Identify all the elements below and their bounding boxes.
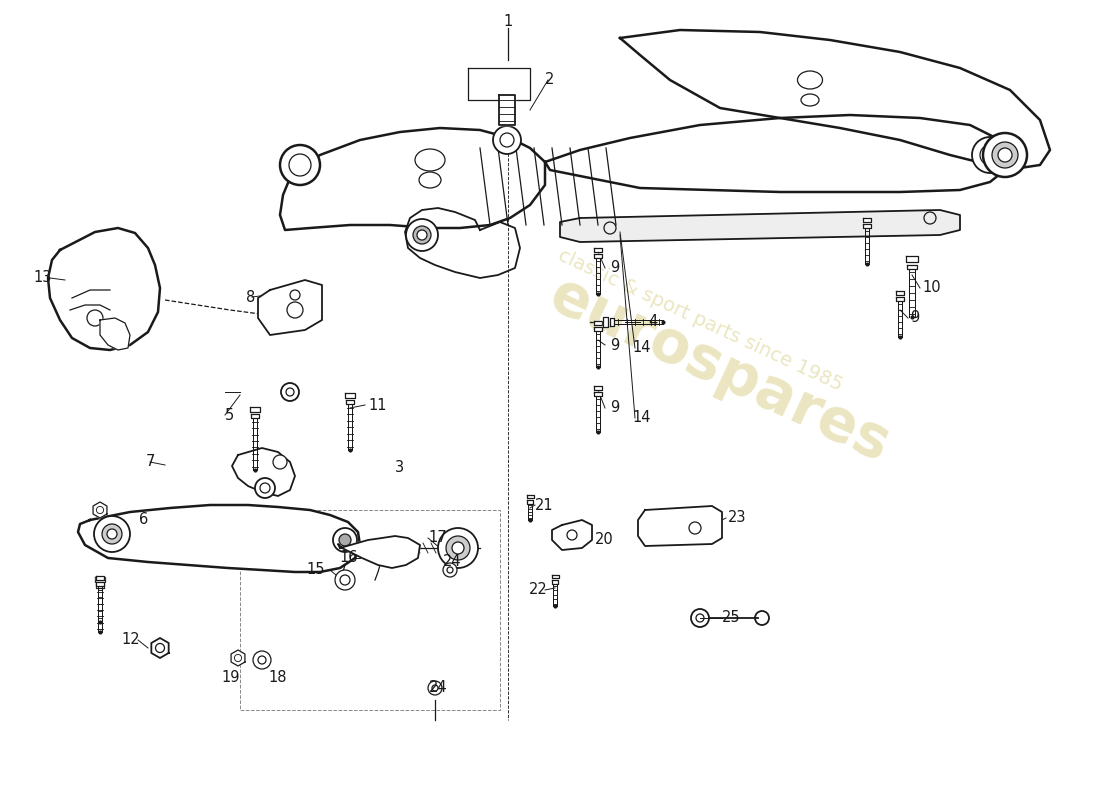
Text: 6: 6: [139, 513, 148, 527]
Polygon shape: [152, 638, 168, 658]
Text: 18: 18: [268, 670, 286, 686]
Text: 22: 22: [529, 582, 548, 598]
Polygon shape: [594, 321, 602, 325]
Polygon shape: [94, 502, 107, 518]
Circle shape: [417, 230, 427, 240]
Text: 24: 24: [443, 554, 462, 570]
Text: 9: 9: [610, 401, 619, 415]
Circle shape: [280, 383, 299, 401]
Polygon shape: [610, 318, 615, 326]
Polygon shape: [864, 224, 870, 228]
Circle shape: [428, 681, 442, 695]
Polygon shape: [544, 115, 1010, 192]
Polygon shape: [594, 392, 602, 396]
Circle shape: [333, 528, 358, 552]
Polygon shape: [499, 95, 515, 125]
Polygon shape: [895, 290, 904, 295]
Text: 10: 10: [922, 281, 940, 295]
Circle shape: [94, 516, 130, 552]
Circle shape: [983, 133, 1027, 177]
Circle shape: [992, 142, 1018, 168]
Polygon shape: [594, 386, 602, 390]
Text: 3: 3: [395, 461, 404, 475]
Polygon shape: [78, 505, 360, 572]
Polygon shape: [594, 254, 602, 258]
Polygon shape: [231, 650, 245, 666]
Polygon shape: [405, 208, 520, 278]
Circle shape: [336, 570, 355, 590]
Text: 9: 9: [610, 338, 619, 353]
Polygon shape: [906, 256, 917, 262]
Polygon shape: [95, 577, 104, 582]
Text: 19: 19: [221, 670, 240, 686]
Polygon shape: [908, 265, 916, 269]
Polygon shape: [527, 494, 534, 498]
Circle shape: [443, 563, 456, 577]
Text: 15: 15: [307, 562, 324, 578]
Polygon shape: [96, 585, 104, 589]
Text: 2: 2: [544, 73, 554, 87]
Polygon shape: [251, 414, 260, 418]
Text: 1: 1: [504, 14, 513, 30]
Polygon shape: [100, 318, 130, 350]
Polygon shape: [552, 580, 558, 584]
Circle shape: [102, 524, 122, 544]
Text: 9: 9: [910, 310, 920, 326]
Circle shape: [998, 148, 1012, 162]
Circle shape: [412, 226, 431, 244]
Polygon shape: [280, 128, 544, 230]
Polygon shape: [862, 218, 871, 222]
Polygon shape: [560, 210, 960, 242]
Polygon shape: [345, 393, 355, 398]
Text: 14: 14: [632, 410, 650, 426]
Text: 16: 16: [340, 550, 358, 566]
Circle shape: [280, 145, 320, 185]
Polygon shape: [96, 576, 104, 580]
Polygon shape: [638, 506, 722, 546]
Polygon shape: [345, 401, 354, 405]
Polygon shape: [896, 297, 903, 301]
Polygon shape: [620, 30, 1050, 168]
Text: 7: 7: [145, 454, 155, 470]
Circle shape: [438, 528, 478, 568]
Text: 5: 5: [226, 407, 234, 422]
Text: 23: 23: [728, 510, 747, 526]
Polygon shape: [338, 536, 420, 568]
Polygon shape: [48, 228, 160, 350]
Text: 13: 13: [34, 270, 52, 286]
Polygon shape: [232, 448, 295, 496]
Text: 11: 11: [368, 398, 386, 413]
Text: 12: 12: [121, 633, 140, 647]
Circle shape: [339, 534, 351, 546]
Text: 20: 20: [595, 533, 614, 547]
Circle shape: [406, 219, 438, 251]
Text: 8: 8: [245, 290, 255, 305]
Text: 17: 17: [428, 530, 447, 546]
Text: 24: 24: [429, 681, 448, 695]
Text: 4: 4: [648, 314, 658, 330]
Circle shape: [446, 536, 470, 560]
Circle shape: [253, 651, 271, 669]
Text: 21: 21: [535, 498, 553, 513]
Polygon shape: [527, 500, 534, 504]
Circle shape: [972, 137, 1008, 173]
Polygon shape: [250, 407, 260, 412]
Polygon shape: [594, 327, 602, 331]
Circle shape: [273, 455, 287, 469]
Circle shape: [107, 529, 117, 539]
Text: eurospares: eurospares: [541, 266, 900, 474]
Polygon shape: [552, 520, 592, 550]
Circle shape: [255, 478, 275, 498]
Text: classic & sport parts since 1985: classic & sport parts since 1985: [554, 246, 845, 394]
Circle shape: [452, 542, 464, 554]
Polygon shape: [594, 248, 602, 252]
Text: 9: 9: [610, 261, 619, 275]
Text: 25: 25: [722, 610, 740, 626]
Polygon shape: [551, 574, 559, 578]
Polygon shape: [97, 582, 103, 586]
Text: 14: 14: [632, 341, 650, 355]
Polygon shape: [258, 280, 322, 335]
Polygon shape: [603, 317, 608, 327]
Circle shape: [493, 126, 521, 154]
